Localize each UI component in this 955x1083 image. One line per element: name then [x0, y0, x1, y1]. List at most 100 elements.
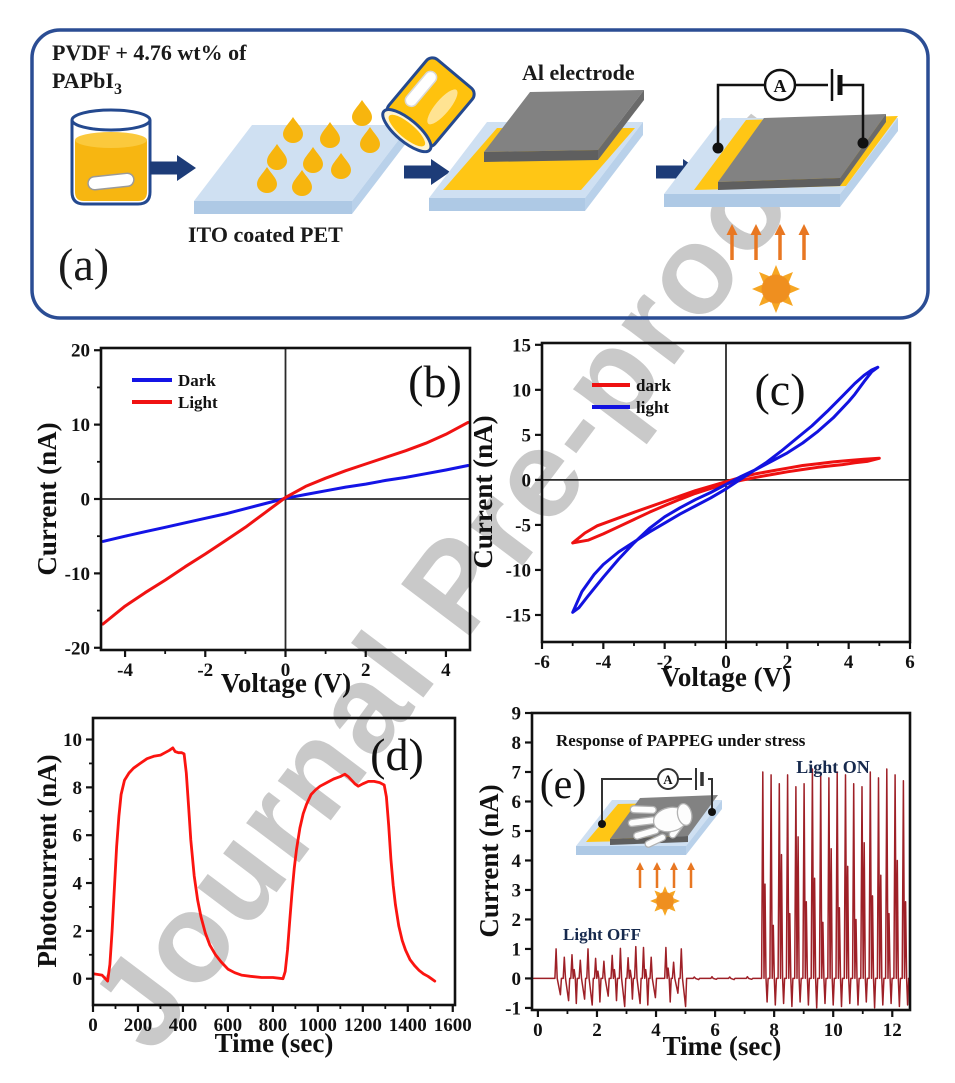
x-tick-label: -4	[117, 660, 133, 681]
contact-dot-icon	[857, 137, 869, 149]
solution-label-line1: PVDF + 4.76 wt% of	[52, 40, 247, 65]
x-tick-label: 600	[214, 1015, 243, 1036]
y-axis-label: Current (nA)	[32, 422, 62, 575]
y-tick-label: 6	[73, 826, 83, 847]
legend-label-Dark: Dark	[178, 371, 216, 390]
y-axis-label: Photocurrent (nA)	[32, 754, 62, 967]
stress-test-inset: A	[576, 768, 722, 916]
inset-light-icon	[634, 860, 697, 916]
x-tick-label: 0	[281, 660, 291, 681]
light-illumination-icon	[724, 222, 812, 313]
series-photocurrent-line	[92, 746, 437, 983]
y-tick-label: -20	[65, 638, 90, 659]
y-tick-label: 4	[73, 874, 83, 895]
panel-a-schematic: PVDF + 4.76 wt% of PAPbI3	[30, 28, 930, 320]
legend-label-Light: Light	[178, 393, 218, 412]
inset-circuit-icon	[601, 768, 713, 824]
x-tick-label: 6	[710, 1020, 720, 1041]
y-tick-label: -10	[65, 564, 90, 585]
substrate-label: ITO coated PET	[188, 222, 343, 247]
annotation-(c): (c)	[754, 364, 805, 415]
annotation-light-off: Light OFF	[563, 925, 641, 944]
x-tick-label: 4	[844, 652, 854, 673]
annotation-(d): (d)	[370, 729, 424, 780]
annotation-response-of-pappeg-under-stress: Response of PAPPEG under stress	[556, 731, 806, 750]
x-tick-label: 10	[824, 1020, 843, 1041]
axes-box	[91, 716, 457, 1007]
x-tick-label: -6	[534, 652, 550, 673]
y-tick-label: 20	[71, 341, 90, 362]
y-tick-label: 0	[512, 969, 522, 990]
axis-ticks: -6 -4 -2 0 2 4 6 -15 -10 -5 0 5 10 15	[506, 335, 915, 673]
al-electrode-slab-icon	[484, 90, 644, 162]
al-electrode-device-icon	[429, 90, 644, 211]
x-tick-label: 800	[259, 1015, 288, 1036]
x-tick-label: 1400	[389, 1015, 427, 1036]
y-tick-label: -5	[515, 515, 531, 536]
measurement-device-icon: A	[664, 68, 898, 207]
y-tick-label: 8	[512, 733, 522, 754]
x-tick-label: 400	[169, 1015, 198, 1036]
y-tick-label: 5	[512, 821, 522, 842]
x-axis-label: Voltage (V)	[661, 662, 791, 692]
y-tick-label: 0	[81, 490, 91, 511]
y-tick-label: 0	[73, 969, 83, 990]
panel-c-chart: -6 -4 -2 0 2 4 6 -15 -10 -5 0 5 10 15 Voltage (V) Curre…	[468, 335, 915, 692]
x-axis-label: Time (sec)	[663, 1031, 782, 1061]
series-stress-response-line	[532, 768, 910, 1009]
y-tick-label: 10	[71, 415, 90, 436]
annotation-(b): (b)	[408, 356, 462, 407]
x-tick-label: 200	[124, 1015, 153, 1036]
solution-label-formula: PAPbI3	[52, 68, 122, 98]
legend: dark light	[592, 376, 672, 417]
y-tick-label: 5	[522, 425, 532, 446]
stir-bar-icon	[87, 172, 135, 191]
y-tick-label: 6	[512, 792, 522, 813]
y-tick-label: 10	[512, 380, 531, 401]
y-tick-label: -10	[506, 560, 531, 581]
y-tick-label: 4	[512, 851, 522, 872]
y-tick-label: 15	[512, 335, 531, 356]
x-tick-label: 1600	[434, 1015, 472, 1036]
annotation-(e): (e)	[540, 762, 587, 808]
y-tick-label: 1	[512, 939, 522, 960]
y-tick-label: 0	[522, 470, 532, 491]
x-tick-label: 1200	[344, 1015, 382, 1036]
y-tick-label: -15	[506, 605, 531, 626]
x-tick-label: 4	[441, 660, 451, 681]
y-tick-label: 9	[512, 704, 522, 725]
x-axis-label: Time (sec)	[215, 1028, 334, 1058]
y-axis-label: Current (nA)	[474, 784, 504, 937]
series-light-line	[571, 365, 880, 614]
x-tick-label: 0	[721, 652, 731, 673]
axis-ticks: 0 200 400 600 800 1000 1200 1400 1600 0 2 4 6 8 10	[63, 730, 472, 1036]
y-axis-label: Current (nA)	[468, 415, 498, 568]
x-tick-label: 8	[769, 1020, 779, 1041]
x-tick-label: -4	[595, 652, 611, 673]
beaker-icon	[70, 108, 152, 206]
panel-a-label: (a)	[58, 239, 109, 290]
x-tick-label: 2	[592, 1020, 602, 1041]
x-axis-label: Voltage (V)	[221, 668, 351, 698]
series-dark-line	[571, 456, 881, 545]
x-tick-label: -2	[657, 652, 673, 673]
ito-pet-substrate-icon	[194, 100, 410, 214]
pouring-beaker-icon	[381, 56, 476, 154]
y-tick-label: 8	[73, 778, 83, 799]
x-tick-label: 6	[905, 652, 915, 673]
annotation-light-on: Light ON	[796, 757, 870, 777]
x-tick-label: 4	[651, 1020, 661, 1041]
panel-d-chart: 0 200 400 600 800 1000 1200 1400 1600 0 2 4 6 8 10 Time…	[32, 716, 472, 1058]
x-tick-label: 12	[883, 1020, 902, 1041]
sun-icon	[752, 265, 800, 313]
x-tick-label: 2	[361, 660, 371, 681]
inset-ammeter-letter: A	[663, 772, 673, 787]
contact-dot-icon	[712, 142, 724, 154]
legend-label-light: light	[636, 398, 669, 417]
x-tick-label: 0	[88, 1015, 98, 1036]
ammeter-circuit-icon	[716, 68, 865, 148]
